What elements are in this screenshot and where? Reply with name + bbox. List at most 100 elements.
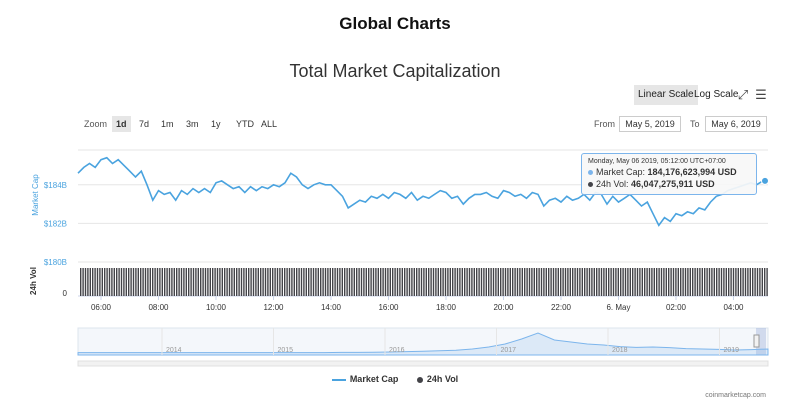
volume-bar (413, 268, 415, 296)
menu-icon[interactable]: ☰ (755, 87, 767, 102)
volume-bar (180, 268, 183, 296)
volume-bar (120, 268, 123, 296)
volume-bar (394, 268, 396, 296)
volume-bar (548, 268, 550, 296)
volume-bar (358, 268, 360, 296)
volume-bar (591, 268, 593, 296)
legend-item-market-cap[interactable]: Market Cap (331, 374, 398, 384)
volume-bar (101, 268, 103, 296)
tooltip-vol: 24h Vol: 46,047,275,911 USD (588, 179, 750, 189)
volume-bar (197, 268, 199, 296)
volume-bar (644, 268, 646, 296)
volume-bar (375, 268, 377, 296)
volume-bar (528, 268, 531, 296)
volume-bar (718, 268, 720, 296)
y-tick-label: $184B (44, 181, 67, 190)
log-scale-button[interactable]: Log Scale (694, 89, 739, 100)
navigator-background (77, 327, 769, 356)
navigator-year-label: 2016 (389, 347, 405, 354)
volume-bar (279, 268, 281, 296)
volume-bar (87, 268, 89, 296)
legend-item-24h-vol[interactable]: 24h Vol (416, 374, 458, 384)
credit-link[interactable]: coinmarketcap.com (705, 392, 766, 399)
volume-bar (586, 268, 588, 296)
volume-bar (255, 268, 257, 296)
volume-bar (612, 268, 615, 296)
to-date-input[interactable]: May 6, 2019 (705, 116, 767, 132)
volume-bar (708, 268, 711, 296)
zoom-button-ytd[interactable]: YTD (236, 119, 254, 129)
volume-bar (648, 268, 651, 296)
volume-bar (113, 268, 115, 296)
volume-bar (543, 268, 545, 296)
volume-bar (764, 268, 766, 296)
zoom-button-1d[interactable]: 1d (112, 116, 131, 132)
volume-bar (540, 268, 543, 296)
volume-bar (713, 268, 715, 296)
volume-bar (233, 268, 235, 296)
volume-bar (596, 268, 598, 296)
volume-bar (629, 268, 631, 296)
volume-bar (711, 268, 713, 296)
volume-bar (291, 268, 293, 296)
from-date-input[interactable]: May 5, 2019 (619, 116, 681, 132)
volume-bar (128, 268, 130, 296)
volume-bar (248, 268, 250, 296)
volume-bar (216, 268, 219, 296)
volume-bar (221, 268, 223, 296)
volume-bar (502, 268, 504, 296)
volume-bar (317, 268, 319, 296)
to-label: To (690, 119, 700, 129)
zoom-button-3m[interactable]: 3m (186, 119, 199, 129)
volume-bar (636, 268, 639, 296)
volume-bar (243, 268, 245, 296)
volume-bar (677, 268, 679, 296)
volume-bar (696, 268, 699, 296)
volume-bar (732, 268, 735, 296)
x-tick-label: 14:00 (321, 303, 342, 312)
volume-bar (149, 268, 151, 296)
volume-bar (92, 268, 94, 296)
volume-bar (368, 268, 370, 296)
volume-bar (104, 268, 106, 296)
zoom-button-7d[interactable]: 7d (139, 119, 150, 129)
volume-bar (447, 268, 449, 296)
volume-bar (512, 268, 514, 296)
volume-bar (209, 268, 211, 296)
volume-bar (404, 268, 406, 296)
volume-bar (293, 268, 295, 296)
volume-bar (236, 268, 238, 296)
volume-bar (641, 268, 643, 296)
zoom-button-1y[interactable]: 1y (211, 119, 221, 129)
volume-bar (639, 268, 641, 296)
volume-bar (303, 268, 305, 296)
volume-bar (485, 268, 487, 296)
linear-scale-button[interactable]: Linear Scale (634, 85, 698, 105)
volume-bar (89, 268, 91, 296)
volume-bar (312, 268, 315, 296)
volume-bar (459, 268, 461, 296)
volume-bar (452, 268, 454, 296)
y-tick-label: $180B (44, 258, 67, 267)
volume-bar (723, 268, 725, 296)
fullscreen-icon[interactable]: ⤢ (737, 87, 749, 102)
volume-bar (351, 268, 353, 296)
chart-title: Total Market Capitalization (289, 61, 501, 81)
volume-bar (716, 268, 718, 296)
volume-bar (387, 268, 389, 296)
volume-bar (593, 268, 595, 296)
volume-bar (276, 268, 279, 296)
navigator-year-label: 2015 (278, 347, 294, 354)
volume-bar (675, 268, 677, 296)
volume-bar (190, 268, 192, 296)
zoom-button-all[interactable]: ALL (261, 119, 278, 129)
page-title: Global Charts (339, 14, 451, 33)
zoom-button-1m[interactable]: 1m (161, 119, 174, 129)
volume-bar (747, 268, 749, 296)
volume-bar (224, 268, 226, 296)
volume-bar (320, 268, 322, 296)
volume-bar (257, 268, 259, 296)
volume-bar (442, 268, 444, 296)
volume-bar (310, 268, 312, 296)
